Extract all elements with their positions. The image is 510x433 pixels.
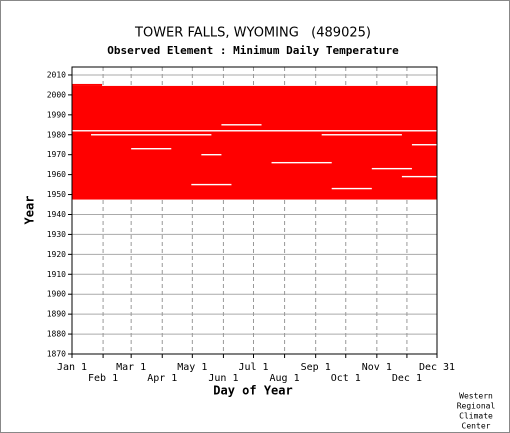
y-tick-label: 1920 [47,250,66,259]
y-tick-label: 1940 [47,210,66,219]
y-tick-label: 2000 [47,90,66,99]
x-tick-label: Feb 1 [88,373,118,384]
gap [321,134,402,136]
coverage-block [72,83,103,86]
gap [72,130,437,132]
gap [411,144,437,146]
y-tick-label: 1930 [47,230,66,239]
y-tick-label: 1890 [47,310,66,319]
credit: Regional [457,402,496,411]
y-tick-label: 1900 [47,290,66,299]
x-tick-label: Jun 1 [208,373,238,384]
gap [201,153,222,156]
plot-border [71,66,438,355]
y-tick-label: 2010 [47,70,66,79]
chart-title: TOWER FALLS, WYOMING (489025) [134,26,371,41]
credit: Center [462,422,491,431]
y-tick-label: 1880 [47,330,66,339]
x-tick-label: Oct 1 [331,373,361,384]
x-tick-label: Jan 1 [57,362,87,373]
x-tick-label: Nov 1 [362,362,392,373]
x-tick-label: Aug 1 [270,373,300,384]
x-tick-label: Apr 1 [147,373,177,384]
y-tick-label: 1910 [47,270,66,279]
gap [371,167,412,170]
gap [401,175,437,178]
x-tick-label: Sep 1 [301,362,331,373]
gap [221,124,262,126]
coverage-block [72,85,437,200]
x-tick-label: Dec 31 [419,362,455,373]
y-tick-label: 1980 [47,130,66,139]
y-tick-label: 1960 [47,170,66,179]
gap [91,134,212,136]
credit: Climate [459,412,493,421]
y-axis-label: Year [23,196,37,225]
x-tick-label: Mar 1 [116,362,146,373]
gap [191,183,232,186]
x-tick-label: Dec 1 [392,373,422,384]
y-tick-label: 1870 [47,350,66,359]
gap [271,161,332,164]
x-axis-label: Day of Year [213,384,292,398]
x-tick-label: Jul 1 [238,362,268,373]
gap [131,148,172,150]
credit: Western [459,392,493,401]
y-tick-label: 1950 [47,190,66,199]
chart-subtitle: Observed Element : Minimum Daily Tempera… [107,44,399,57]
y-tick-label: 1990 [47,110,66,119]
y-tick-label: 1970 [47,150,66,159]
x-tick-label: May 1 [177,362,207,373]
gap [331,187,372,190]
